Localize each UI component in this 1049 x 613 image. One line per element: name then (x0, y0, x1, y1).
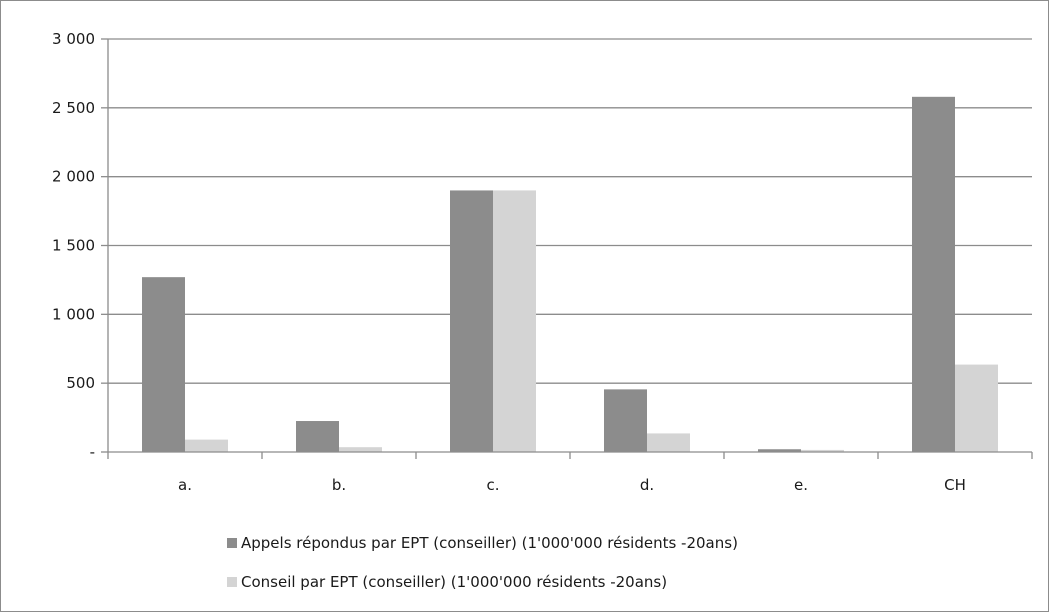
legend: Appels répondus par EPT (conseiller) (1'… (227, 534, 738, 591)
bar-conseil-2 (339, 447, 382, 452)
x-tick-label: e. (794, 476, 808, 494)
x-tick-label: c. (486, 476, 499, 494)
bar-conseil-5 (801, 449, 844, 452)
bar-appels-3 (450, 190, 493, 452)
y-tick-label: 2 000 (52, 168, 95, 186)
legend-swatch (227, 538, 237, 548)
legend-label: Appels répondus par EPT (conseiller) (1'… (241, 534, 738, 552)
bars (142, 96, 998, 452)
x-axis-labels: a. b. c. d. e. CH (178, 476, 966, 494)
x-tick-label: a. (178, 476, 192, 494)
x-tick-label: CH (944, 476, 966, 494)
bar-conseil-6 (955, 364, 998, 452)
y-tick-label: 2 500 (52, 99, 95, 117)
y-tick-label: 3 000 (52, 30, 95, 48)
bar-appels-2 (296, 421, 339, 452)
bar-appels-1 (142, 277, 185, 452)
x-tick-label: b. (332, 476, 346, 494)
y-tick-label: 1 500 (52, 237, 95, 255)
y-axis-ticks: - 500 1 000 1 500 2 000 2 500 3 000 (52, 30, 109, 461)
y-tick-label: - (90, 443, 95, 461)
bar-appels-4 (604, 389, 647, 452)
y-tick-label: 500 (66, 374, 95, 392)
bar-conseil-1 (185, 439, 228, 452)
legend-label: Conseil par EPT (conseiller) (1'000'000 … (241, 573, 667, 591)
legend-swatch (227, 577, 237, 587)
bar-appels-5 (758, 449, 801, 452)
x-tick-label: d. (640, 476, 654, 494)
y-tick-label: 1 000 (52, 305, 95, 323)
bar-appels-6 (912, 96, 955, 452)
x-axis (107, 451, 1033, 459)
gridlines (108, 38, 1032, 384)
bar-conseil-4 (647, 433, 690, 452)
bar-conseil-3 (493, 190, 536, 452)
